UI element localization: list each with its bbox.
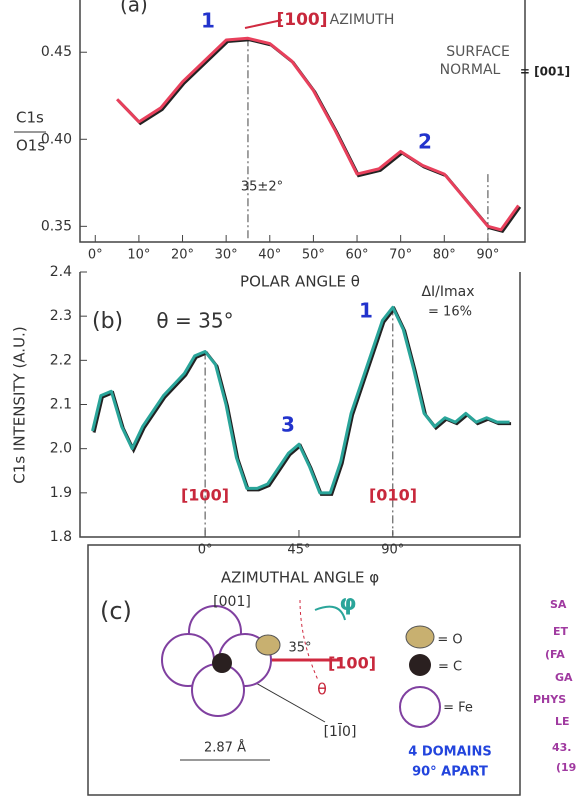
y-axis-label: O1s	[16, 137, 45, 155]
theta-arc	[299, 599, 319, 681]
phi-arc	[314, 605, 346, 621]
arrow	[244, 19, 283, 29]
y-tick-label: 1.8	[50, 529, 72, 545]
y-tick-label: 2.3	[50, 308, 72, 324]
diagram-label: 2.87 Å	[204, 740, 246, 756]
legend-fe	[399, 686, 441, 728]
panel-label: (c)	[100, 597, 132, 625]
panel-label: (a)	[120, 0, 148, 17]
diagram-label: θ	[317, 680, 327, 699]
annotation: [010]	[369, 486, 417, 505]
x-tick-label: 0°	[88, 248, 103, 263]
panel-label: (b)	[92, 309, 123, 334]
diagram-label: [001]	[213, 594, 251, 610]
diagram-label: 90° APART	[412, 765, 488, 780]
x-tick-label: 0°	[198, 543, 213, 558]
annotation: [100]	[181, 486, 229, 505]
o-atom	[255, 634, 281, 656]
x-tick-label: 50°	[302, 248, 325, 263]
y-tick-label: 2.0	[50, 441, 72, 457]
annotation: = [001]	[520, 65, 570, 79]
legend-o	[405, 625, 435, 649]
annotation: θ = 35°	[156, 309, 233, 333]
panel-c-frame	[87, 544, 521, 796]
annotation: SURFACE	[446, 44, 510, 60]
x-tick-label: 60°	[346, 248, 369, 263]
legend-c	[409, 654, 431, 676]
handwritten-note: (19	[556, 761, 576, 774]
x-tick-label: 70°	[389, 248, 412, 263]
x-axis-label: AZIMUTHAL ANGLE φ	[221, 569, 379, 587]
x-tick-label: 45°	[287, 543, 310, 558]
data-line	[116, 36, 520, 232]
handwritten-note: 43.	[552, 741, 572, 754]
handwritten-note: SA	[550, 598, 567, 611]
handwritten-note: ET	[553, 625, 569, 638]
y-axis-label: C1s	[16, 109, 44, 127]
annotation: 2	[418, 130, 432, 154]
y-tick-label: 2.1	[50, 397, 72, 413]
annotation: NORMAL	[440, 62, 501, 78]
x-tick-label: 90°	[476, 248, 499, 263]
line-shadow	[92, 305, 512, 496]
diagram-label: = C	[438, 660, 462, 675]
diagram-label: = O	[437, 633, 462, 648]
x-tick-label: 90°	[381, 543, 404, 558]
handwritten-note: LE	[555, 715, 570, 728]
data-line	[91, 305, 510, 495]
annotation: 1	[201, 9, 215, 33]
x-tick-label: 10°	[127, 248, 150, 263]
y-tick-label: 0.45	[41, 44, 72, 60]
x-tick-label: 20°	[171, 248, 194, 263]
axes-frame	[79, 0, 526, 243]
y-tick-label: 2.2	[50, 352, 72, 368]
y-tick-label: 1.9	[50, 485, 72, 501]
y-axis-label: C1s INTENSITY (A.U.)	[11, 326, 29, 483]
diagram-label: = Fe	[443, 701, 473, 716]
annotation: 1	[359, 299, 373, 323]
y-tick-label: 2.4	[50, 264, 72, 280]
annotation: = 16%	[428, 305, 472, 320]
annotation: ΔI/Imax	[421, 284, 474, 300]
diagram-label: φ	[339, 591, 356, 616]
x-tick-label: 30°	[215, 248, 238, 263]
diagram-label: 4 DOMAINS	[408, 745, 492, 760]
x-axis-label: POLAR ANGLE θ	[240, 273, 360, 291]
y-tick-label: 0.40	[41, 131, 72, 147]
diagram-label: 35°	[288, 641, 311, 656]
handwritten-note: (FA	[545, 648, 565, 661]
annotation: [100]	[276, 10, 327, 30]
diagram-label: [1Ī0]	[324, 723, 357, 740]
handwritten-note: PHYS	[533, 693, 566, 706]
annotation: 35±2°	[241, 180, 283, 195]
x-tick-label: 40°	[258, 248, 281, 263]
y-tick-label: 0.35	[41, 218, 72, 234]
diagram-label: [100]	[328, 654, 376, 673]
annotation: AZIMUTH	[330, 12, 395, 28]
x-tick-label: 80°	[433, 248, 456, 263]
handwritten-note: GA	[555, 671, 573, 684]
c-atom	[212, 653, 232, 673]
annotation: 3	[281, 413, 295, 437]
